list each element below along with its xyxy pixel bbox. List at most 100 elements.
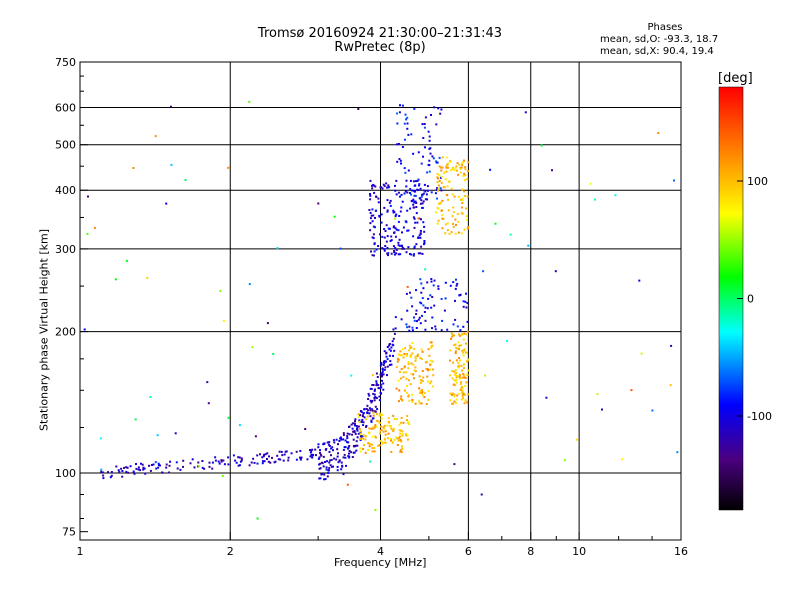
colorbar-ticks: 100 0 -100 bbox=[737, 175, 772, 423]
data-point bbox=[462, 351, 465, 354]
data-point bbox=[263, 460, 266, 463]
data-point bbox=[397, 229, 400, 232]
data-point bbox=[421, 388, 423, 391]
data-point bbox=[390, 450, 393, 453]
x-tick-label: 10 bbox=[572, 545, 586, 558]
data-point bbox=[354, 424, 356, 427]
data-point bbox=[382, 364, 385, 366]
data-point bbox=[170, 163, 173, 166]
data-point bbox=[341, 465, 344, 468]
data-point bbox=[256, 462, 259, 465]
data-point bbox=[381, 373, 384, 376]
data-point bbox=[306, 458, 309, 461]
data-point bbox=[466, 359, 469, 362]
data-point bbox=[413, 377, 415, 380]
data-point bbox=[461, 369, 464, 372]
data-point bbox=[383, 206, 386, 209]
data-point bbox=[369, 179, 372, 182]
data-point bbox=[394, 184, 396, 187]
data-point bbox=[423, 183, 426, 186]
data-point bbox=[417, 151, 420, 154]
data-point bbox=[454, 352, 457, 355]
data-point bbox=[370, 400, 373, 402]
x-tick-label: 4 bbox=[377, 545, 384, 558]
data-point bbox=[462, 392, 465, 395]
data-point bbox=[593, 198, 596, 201]
data-point bbox=[428, 139, 431, 142]
data-point bbox=[333, 441, 336, 444]
data-point bbox=[309, 451, 312, 454]
data-point bbox=[657, 132, 660, 134]
data-point bbox=[418, 184, 420, 187]
data-point bbox=[554, 270, 557, 273]
data-point bbox=[375, 397, 378, 400]
data-point bbox=[423, 243, 425, 246]
data-point bbox=[430, 341, 433, 344]
data-point bbox=[405, 251, 408, 254]
data-point bbox=[449, 399, 452, 402]
data-point bbox=[465, 292, 467, 295]
data-point bbox=[407, 438, 409, 441]
data-point bbox=[383, 228, 386, 230]
data-point bbox=[207, 402, 210, 405]
data-point bbox=[137, 466, 140, 469]
data-point bbox=[385, 351, 388, 354]
data-point bbox=[453, 400, 456, 403]
data-point bbox=[464, 384, 467, 387]
data-point bbox=[371, 220, 374, 223]
data-point bbox=[462, 354, 465, 357]
data-point bbox=[414, 184, 417, 187]
data-point bbox=[254, 435, 257, 438]
data-point bbox=[426, 368, 429, 371]
data-point bbox=[457, 365, 460, 368]
data-point bbox=[388, 344, 391, 347]
data-point bbox=[369, 193, 371, 195]
data-point bbox=[431, 344, 434, 347]
data-point bbox=[463, 348, 466, 351]
data-point bbox=[509, 233, 512, 236]
data-point bbox=[374, 405, 377, 408]
data-point bbox=[336, 448, 339, 451]
data-point bbox=[206, 381, 209, 384]
data-point bbox=[415, 243, 418, 246]
data-point bbox=[388, 354, 391, 357]
data-point bbox=[453, 195, 456, 198]
data-point bbox=[425, 403, 428, 405]
data-point bbox=[452, 323, 455, 326]
data-point bbox=[353, 422, 356, 425]
data-point bbox=[353, 430, 356, 433]
data-point bbox=[127, 471, 130, 474]
data-point bbox=[400, 193, 403, 196]
data-point bbox=[460, 211, 463, 214]
data-point bbox=[319, 449, 321, 452]
data-point bbox=[432, 374, 435, 377]
data-point bbox=[355, 428, 358, 431]
data-point bbox=[456, 162, 459, 165]
data-point bbox=[458, 375, 461, 378]
data-point bbox=[437, 287, 440, 290]
data-point bbox=[406, 326, 409, 329]
data-point bbox=[325, 466, 328, 469]
data-point bbox=[371, 450, 374, 453]
data-point bbox=[673, 179, 675, 182]
data-point bbox=[423, 225, 426, 228]
data-point bbox=[339, 437, 342, 440]
data-point bbox=[405, 371, 408, 374]
data-point bbox=[453, 395, 456, 398]
data-point bbox=[99, 437, 102, 440]
data-point bbox=[437, 189, 440, 192]
data-point bbox=[383, 360, 385, 363]
data-point bbox=[446, 328, 449, 331]
data-point bbox=[454, 287, 457, 290]
data-point bbox=[450, 231, 453, 234]
data-point bbox=[324, 448, 327, 451]
data-point bbox=[454, 299, 456, 302]
data-point bbox=[430, 280, 433, 283]
data-point bbox=[409, 253, 411, 255]
data-point bbox=[435, 161, 438, 164]
data-point bbox=[375, 372, 378, 375]
data-point bbox=[420, 195, 423, 198]
data-point bbox=[416, 353, 419, 356]
data-point bbox=[413, 194, 416, 197]
data-point bbox=[374, 226, 376, 229]
